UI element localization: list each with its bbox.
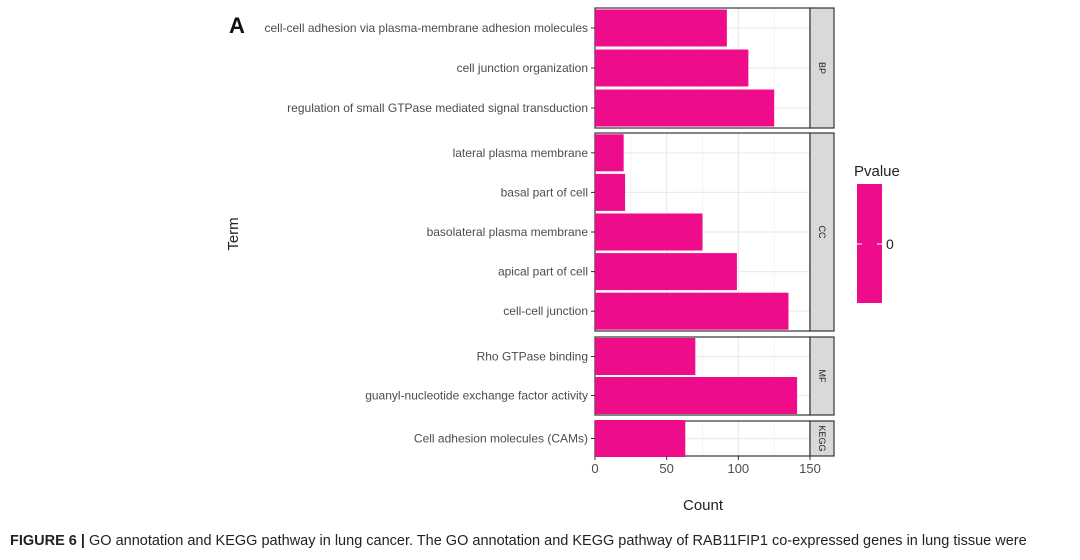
term-label: Rho GTPase binding <box>477 350 588 364</box>
facet-strip-cc <box>809 132 835 332</box>
x-tick-label: 100 <box>727 461 749 476</box>
term-label: cell-cell adhesion via plasma-membrane a… <box>265 21 589 35</box>
term-label: Cell adhesion molecules (CAMs) <box>414 432 588 446</box>
x-tick-label: 0 <box>591 461 598 476</box>
term-label: cell junction organization <box>457 61 588 75</box>
bar <box>595 49 749 87</box>
term-label: guanyl-nucleotide exchange factor activi… <box>365 389 588 403</box>
term-label: lateral plasma membrane <box>453 146 589 160</box>
x-tick-label: 150 <box>799 461 821 476</box>
bar <box>595 134 624 172</box>
go-kegg-bar-chart: BP CC MF KEGG cell-cell adhesion via plasma… <box>225 7 900 514</box>
bar <box>595 9 727 47</box>
term-label: cell-cell junction <box>503 304 588 318</box>
panel-letter: A <box>229 13 245 38</box>
term-label: basolateral plasma membrane <box>427 225 589 239</box>
x-tick-label: 50 <box>659 461 673 476</box>
bar <box>595 292 789 330</box>
legend-label: 0 <box>886 236 894 252</box>
x-axis-title: Count <box>683 497 724 514</box>
y-axis-title: Term <box>225 217 242 250</box>
facet-strip-mf <box>809 336 835 416</box>
facet-strip-bp <box>809 7 835 129</box>
bar <box>595 213 703 251</box>
term-label: apical part of cell <box>498 265 588 279</box>
bar <box>595 253 737 291</box>
caption-text: GO annotation and KEGG pathway in lung c… <box>84 533 1027 549</box>
figure-caption: FIGURE 6 | GO annotation and KEGG pathwa… <box>10 533 1076 549</box>
bar <box>595 420 686 457</box>
caption-label: FIGURE 6 | <box>10 533 85 549</box>
x-axis: 0 50 100 150 <box>591 456 821 476</box>
term-labels: cell-cell adhesion via plasma-membrane a… <box>265 21 595 446</box>
legend-title: Pvalue <box>854 163 900 180</box>
term-label: regulation of small GTPase mediated sign… <box>287 101 588 115</box>
facet-strip-label: CC <box>817 226 827 239</box>
facet-strip-label: KEGG <box>817 425 827 451</box>
facet-strip-label: BP <box>817 62 827 74</box>
bar <box>595 173 626 211</box>
bar <box>595 338 696 375</box>
bar <box>595 377 798 414</box>
bar <box>595 89 775 127</box>
bars <box>595 9 798 457</box>
facet-strips: BP CC MF KEGG <box>809 7 835 457</box>
facet-strip-kegg <box>809 420 835 457</box>
term-label: basal part of cell <box>501 185 588 199</box>
facet-strip-label: MF <box>817 370 827 383</box>
